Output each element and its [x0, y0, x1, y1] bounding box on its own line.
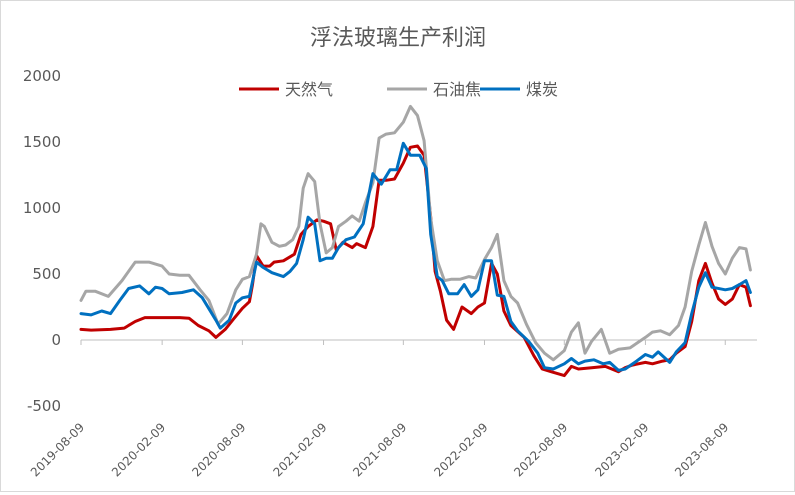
series-layer [79, 104, 752, 378]
x-axis: 2019-08-09 2020-02-09 2020-08-09 2021-02-09… [28, 339, 757, 479]
legend-item: 石油焦 [387, 80, 481, 99]
series-line-石油焦 [79, 104, 752, 362]
x-tick-label: 2023-08-09 [672, 420, 731, 479]
x-tick-label: 2019-08-09 [28, 420, 87, 479]
legend-item: 煤炭 [480, 80, 558, 99]
x-tick-label: 2020-08-09 [189, 420, 248, 479]
x-tick-label: 2022-08-09 [511, 420, 570, 479]
x-tick-label: 2023-02-09 [592, 420, 651, 479]
legend: 天然气 石油焦 煤炭 [239, 80, 558, 99]
legend-label: 煤炭 [526, 80, 558, 99]
legend-item: 天然气 [239, 80, 333, 99]
legend-label: 天然气 [285, 80, 333, 99]
series-line-天然气 [79, 144, 752, 378]
legend-label: 石油焦 [433, 80, 481, 99]
y-tick-label: 0 [51, 331, 61, 349]
x-tick-label: 2020-02-09 [109, 420, 168, 479]
x-tick-label: 2021-02-09 [270, 420, 329, 479]
y-tick-label: 1000 [23, 199, 61, 217]
x-tick-label: 2022-02-09 [431, 420, 490, 479]
y-tick-label: 1500 [23, 133, 61, 151]
y-axis: -500 0 500 1000 1500 2000 [23, 67, 61, 415]
y-tick-label: 2000 [23, 67, 61, 85]
series-line-煤炭 [79, 141, 752, 372]
y-tick-label: -500 [27, 397, 61, 415]
chart-title: 浮法玻璃生产利润 [310, 26, 486, 51]
x-tick-label: 2021-08-09 [350, 420, 409, 479]
y-tick-label: 500 [32, 265, 61, 283]
